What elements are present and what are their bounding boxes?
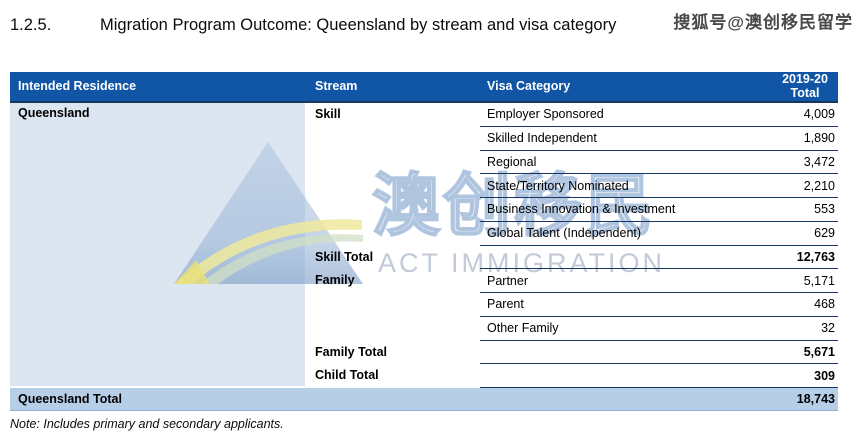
table-row: Family Partner 5,171 (10, 269, 838, 293)
visa-category-cell: Parent (487, 297, 524, 312)
visa-category-cell: Regional (487, 154, 537, 169)
header-total-line1: 2019-20 (782, 72, 828, 86)
header-total: 2019-20 Total (774, 72, 836, 100)
table-row-skill-total: Skill Total 12,763 (10, 246, 838, 270)
total-cell: 4,009 (803, 107, 835, 122)
visa-category-cell: Other Family (487, 321, 559, 336)
stream-label: Skill (315, 107, 341, 121)
table-row: Regional 3,472 (10, 151, 838, 175)
visa-category-cell: Skilled Independent (487, 131, 597, 146)
table-row-queensland-total: Queensland Total 18,743 (10, 388, 838, 411)
table-row: State/Territory Nominated 2,210 (10, 174, 838, 198)
triangle-logo-icon (174, 142, 363, 284)
stream-label: Child Total (315, 368, 379, 383)
table-row: Skill Employer Sponsored 4,009 (10, 103, 838, 127)
grand-total-value: 18,743 (796, 392, 835, 406)
visa-category-cell: Employer Sponsored (487, 107, 604, 122)
total-cell: 1,890 (803, 131, 835, 146)
table-row: Global Talent (Independent) 629 (10, 222, 838, 246)
header-visa-category: Visa Category (487, 79, 571, 93)
section-heading: 1.2.5. Migration Program Outcome: Queensl… (10, 16, 616, 35)
cjk-watermark-text: 澳创移民 (371, 168, 657, 244)
table-row-family-total: Family Total 5,671 (10, 341, 838, 365)
header-intended-residence: Intended Residence (18, 79, 137, 93)
table-row: Other Family 32 (10, 317, 838, 341)
visa-category-cell: Business Innovation & Investment (487, 202, 676, 217)
visa-category-cell: Partner (487, 273, 528, 288)
total-cell: 309 (814, 368, 835, 383)
grand-total-label: Queensland Total (18, 392, 122, 406)
visa-category-cell: Global Talent (Independent) (487, 226, 642, 241)
total-cell: 5,671 (803, 344, 835, 359)
total-cell: 5,171 (803, 273, 835, 288)
total-cell: 3,472 (803, 154, 835, 169)
table-note: Note: Includes primary and secondary app… (10, 417, 284, 431)
total-cell: 553 (814, 202, 835, 217)
table-header-row: Intended Residence Stream Visa Category … (10, 72, 838, 103)
stream-label: Family Total (315, 344, 388, 359)
table-row: Parent 468 (10, 293, 838, 317)
migration-outcome-table: Intended Residence Stream Visa Category … (10, 72, 838, 411)
sohu-account-watermark: 搜狐号@澳创移民留学 (673, 13, 853, 32)
header-stream: Stream (315, 79, 358, 93)
act-immigration-logo-watermark (170, 140, 365, 286)
total-cell: 629 (814, 226, 835, 241)
residence-value: Queensland (18, 106, 90, 120)
stream-label: Skill Total (315, 249, 374, 264)
act-immigration-watermark-text: ACT IMMIGRATION (378, 248, 665, 278)
total-cell: 2,210 (803, 178, 835, 193)
total-cell: 32 (821, 321, 835, 336)
stream-label: Family (315, 273, 355, 288)
table-row-child-total: Child Total 309 (10, 364, 838, 388)
total-cell: 468 (814, 297, 835, 312)
visa-category-cell: State/Territory Nominated (487, 178, 629, 193)
table-row: Business Innovation & Investment 553 (10, 198, 838, 222)
table-row: Skilled Independent 1,890 (10, 127, 838, 151)
header-total-line2: Total (790, 85, 820, 100)
total-cell: 12,763 (796, 249, 835, 264)
page-title: Migration Program Outcome: Queensland by… (100, 16, 617, 34)
section-number: 1.2.5. (10, 16, 52, 34)
